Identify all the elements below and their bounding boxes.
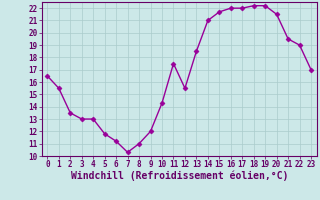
X-axis label: Windchill (Refroidissement éolien,°C): Windchill (Refroidissement éolien,°C)	[70, 171, 288, 181]
